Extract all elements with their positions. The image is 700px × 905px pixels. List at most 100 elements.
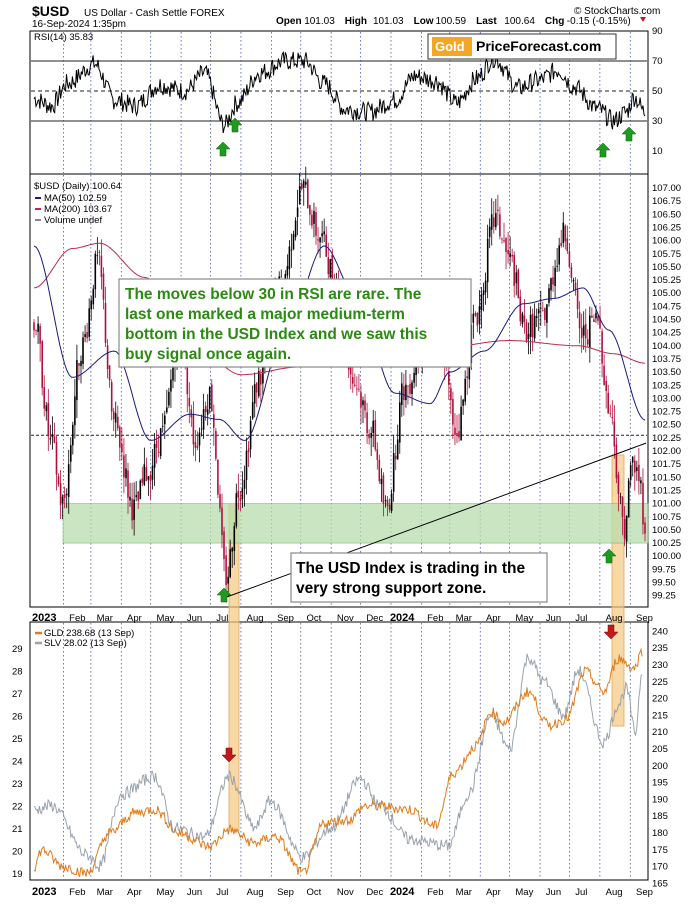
slv-tick: 23 [12,779,23,790]
metals-legend-item: SLV 28.02 (13 Sep) [44,638,127,649]
usd-candle-body [86,332,88,339]
usd-candle-body [70,445,72,462]
usd-candle-body [537,309,540,314]
metals-legend-item: GLD 238.68 (13 Sep) [44,628,134,639]
usd-candle-body [223,531,225,560]
usd-candle-body [580,327,583,338]
usd-candle-body [488,226,491,238]
highlight-bar-aug-2024 [611,454,625,727]
stat-label: Open [276,16,302,27]
price-tick: 104.50 [652,315,681,326]
usd-candle-body [131,498,133,521]
usd-candle-body [523,315,526,322]
price-tick: 99.25 [652,591,676,602]
rsi-buy-arrow-2 [227,117,243,133]
usd-candle-body [556,266,558,267]
usd-candle-body [206,409,209,415]
usd-candle-body [63,494,66,498]
usd-candle-body [374,420,377,450]
usd-candle-body [127,470,129,498]
usd-candle-body [554,267,556,286]
usd-candle-body [98,252,101,253]
gld-tick: 210 [652,727,668,738]
usd-candle-body [570,267,573,278]
usd-candle-body [262,366,264,384]
usd-candle-body [190,409,193,418]
x-label-upper: Oct [306,613,321,624]
usd-candle-body [245,450,248,480]
usd-candle-body [72,424,74,446]
slv-tick: 22 [12,802,23,813]
usd-candle-body [591,315,593,318]
price-tick: 99.75 [652,564,676,575]
usd-candle-body [584,323,587,339]
usd-candle-body [325,234,327,257]
usd-candle-body [370,433,372,438]
usd-candle-body [96,255,99,257]
x-label-lower: Jun [187,887,202,898]
x-label-lower: Jul [216,887,228,898]
usd-candle-body [499,214,501,237]
usd-candle-body [215,431,217,459]
usd-candle-body [519,296,522,322]
usd-candle-body [568,251,571,267]
price-buy-arrow-1 [216,587,232,603]
usd-candle-body [166,407,168,413]
usd-candle-body [601,331,603,364]
usd-candle-body [515,272,518,284]
ma-legend-item: Volume undef [44,215,102,226]
x-label-upper: 2024 [390,612,415,624]
x-label-lower: Apr [486,887,501,898]
slv-tick: 26 [12,712,23,723]
price-tick: 102.00 [652,446,681,457]
slv-line [33,653,643,873]
usd-candle-body [104,302,107,343]
usd-candle-body [476,312,479,326]
usd-candle-body [102,273,105,300]
usd-candle-body [143,464,146,485]
rsi-buy-arrow-4 [621,126,637,142]
usd-candle-body [460,406,462,441]
annotation-support-text: The USD Index is trading in the very stro… [296,560,525,597]
price-tick: 106.00 [652,236,681,247]
usd-candle-body [311,214,313,226]
price-tick: 103.25 [652,380,681,391]
usd-candle-body [607,392,609,414]
x-label-lower: Dec [366,887,383,898]
usd-candle-body [133,499,135,520]
usd-candle-body [399,402,401,443]
usd-candle-body [90,300,92,310]
usd-candle-body [164,415,166,425]
usd-candle-body [558,245,560,265]
slv-tick: 27 [12,689,23,700]
usd-candle-body [482,290,485,295]
usd-candle-body [640,480,642,484]
price-tick: 99.50 [652,578,676,589]
usd-candle-body [88,308,90,337]
usd-candle-body [644,522,646,534]
usd-candle-body [629,465,632,480]
usd-candle-body [552,277,554,285]
x-label-upper: Feb [69,613,85,624]
usd-candle-body [200,428,203,430]
annotation-rsi-note: The moves below 30 in RSI are rare. The l… [118,278,472,368]
usd-candle-body [288,246,291,270]
usd-candle-body [186,351,189,395]
x-label-upper: Dec [366,613,383,624]
price-tick: 107.00 [652,183,681,194]
slv-tick: 29 [12,644,23,655]
x-label-lower: May [515,887,533,898]
x-label-upper: Jul [216,613,228,624]
gld-tick: 240 [652,626,668,637]
price-tick: 102.75 [652,407,681,418]
slv-axis-ticks: 29 28 27 26 25 24 23 22 21 20 19 [12,644,23,880]
price-tick: 103.50 [652,367,681,378]
annotation-support-line: very strong support zone. [296,580,486,597]
usd-candle-body [157,451,160,453]
usd-candle-body [313,211,315,224]
x-label-upper: Jul [575,613,587,624]
usd-candle-body [280,276,283,278]
usd-candle-body [531,313,534,338]
usd-candle-body [302,180,305,188]
usd-candle-body [621,497,624,518]
